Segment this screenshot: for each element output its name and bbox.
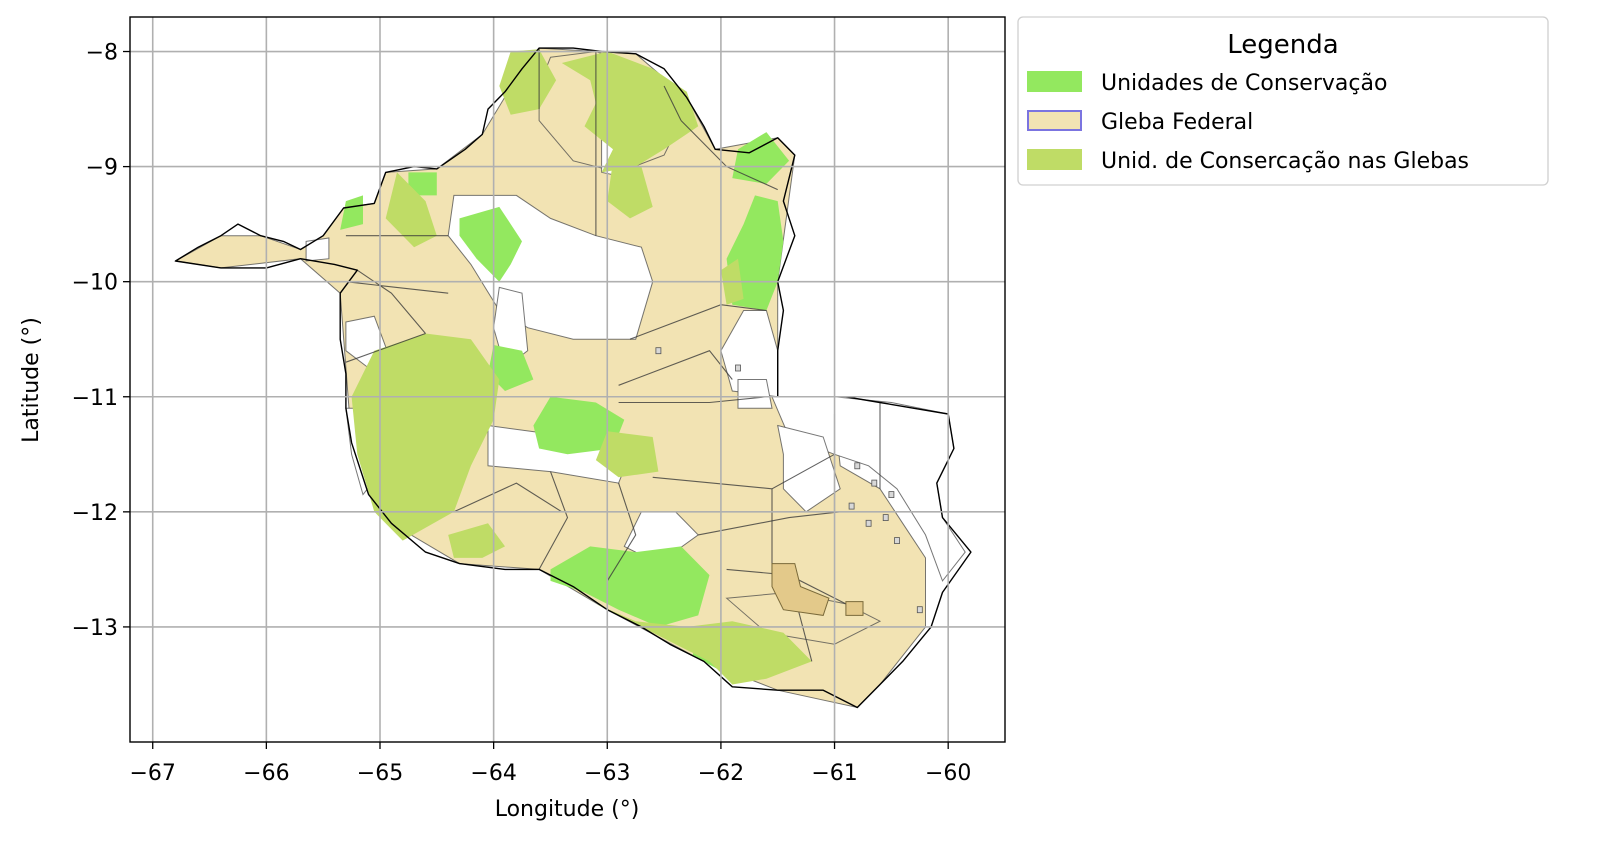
gleba-boundary-line xyxy=(618,396,767,404)
legend-swatch xyxy=(1027,71,1082,92)
x-tick-label: −67 xyxy=(130,761,176,786)
x-axis-ticks: −67 −66 −65 −64 −63 −62 −61 −60 xyxy=(130,742,971,786)
gleba-boundaries-layer xyxy=(345,48,881,662)
uc-nas-glebas-polygon xyxy=(607,160,653,219)
uc-nas-glebas-polygon xyxy=(351,333,500,541)
unidade-conservacao-polygon xyxy=(488,345,534,391)
unidade-conservacao-polygon xyxy=(340,195,363,230)
tiny-plot xyxy=(854,462,861,470)
tiny-plot xyxy=(871,479,878,487)
x-tick-label: −62 xyxy=(698,761,744,786)
x-tick-label: −60 xyxy=(925,761,971,786)
map-plot-area xyxy=(130,17,1005,742)
legend-title: Legenda xyxy=(1227,30,1338,60)
gleba-boundary-line xyxy=(356,269,426,334)
y-tick-label: −10 xyxy=(72,271,118,296)
small-parcels-layer xyxy=(655,347,923,616)
x-tick-label: −65 xyxy=(357,761,403,786)
x-tick-label: −64 xyxy=(470,761,516,786)
small-parcel-polygon xyxy=(845,601,864,616)
legend-entries: Unidades de Conservação Gleba Federal Unid… xyxy=(1027,71,1469,174)
small-parcel-polygon xyxy=(771,563,830,616)
y-axis-ticks: −8 −9 −10 −11 −12 −13 xyxy=(72,41,130,641)
uc-nas-glebas-polygon xyxy=(499,49,557,115)
legend-box xyxy=(1017,16,1549,186)
gleba-boundary-line xyxy=(538,471,569,570)
unidade-conservacao-polygon xyxy=(533,396,625,455)
gleba-boundary-line xyxy=(345,281,449,294)
gleba-boundary-line xyxy=(453,482,563,513)
gleba-boundary-line xyxy=(618,350,733,386)
uc-nas-glebas-polygon xyxy=(385,172,437,248)
y-tick-label: −11 xyxy=(72,386,118,411)
uc-nas-glebas-polygon xyxy=(448,523,505,558)
uc-nas-glebas-polygon xyxy=(573,592,812,685)
y-axis-title: Latitude (°) xyxy=(19,317,44,443)
state-outline-layer xyxy=(174,47,972,709)
gleba-boundary-line xyxy=(663,85,682,121)
tiny-plot xyxy=(848,502,855,510)
tiny-plot xyxy=(894,537,900,544)
non-gleba-area xyxy=(737,379,773,409)
x-axis-title: Longitude (°) xyxy=(495,797,640,822)
legend-label: Gleba Federal xyxy=(1101,110,1253,135)
x-tick-label: −66 xyxy=(243,761,289,786)
tiny-plot xyxy=(655,347,662,355)
legend-swatch xyxy=(1027,110,1082,131)
legend-label: Unid. de Consercação nas Glebas xyxy=(1101,149,1469,174)
unidade-conservacao-polygon xyxy=(408,172,437,196)
uc-nas-glebas-polygon xyxy=(595,431,659,478)
x-tick-label: −63 xyxy=(584,761,630,786)
gleba-boundary-line xyxy=(698,511,841,536)
tiny-plot xyxy=(865,519,872,527)
gleba-boundary-line xyxy=(345,332,426,363)
y-tick-label: −8 xyxy=(86,41,118,66)
x-tick-label: −61 xyxy=(811,761,857,786)
legend-label: Unidades de Conservação xyxy=(1101,71,1387,96)
unidade-conservacao-polygon xyxy=(732,132,790,184)
tiny-plot xyxy=(735,364,741,372)
legend-swatch xyxy=(1027,149,1082,170)
y-tick-label: −12 xyxy=(72,501,118,526)
tiny-plot xyxy=(916,606,923,614)
grid-lines xyxy=(130,17,1005,742)
tiny-plot xyxy=(888,491,895,499)
axes-frame xyxy=(129,16,1006,743)
unidade-conservacao-polygon xyxy=(459,206,522,282)
tiny-plot xyxy=(882,514,889,521)
gleba-boundary-line xyxy=(606,482,637,582)
state-outline xyxy=(174,47,972,709)
y-tick-label: −9 xyxy=(86,156,118,181)
y-tick-label: −13 xyxy=(72,616,118,641)
non-gleba-area xyxy=(305,237,330,262)
unidade-conservacao-polygon xyxy=(550,546,710,627)
uc-nas-glebas-layer xyxy=(351,49,812,685)
legend: Legenda Unidades de Conservação Gleba Fed… xyxy=(1017,16,1549,186)
